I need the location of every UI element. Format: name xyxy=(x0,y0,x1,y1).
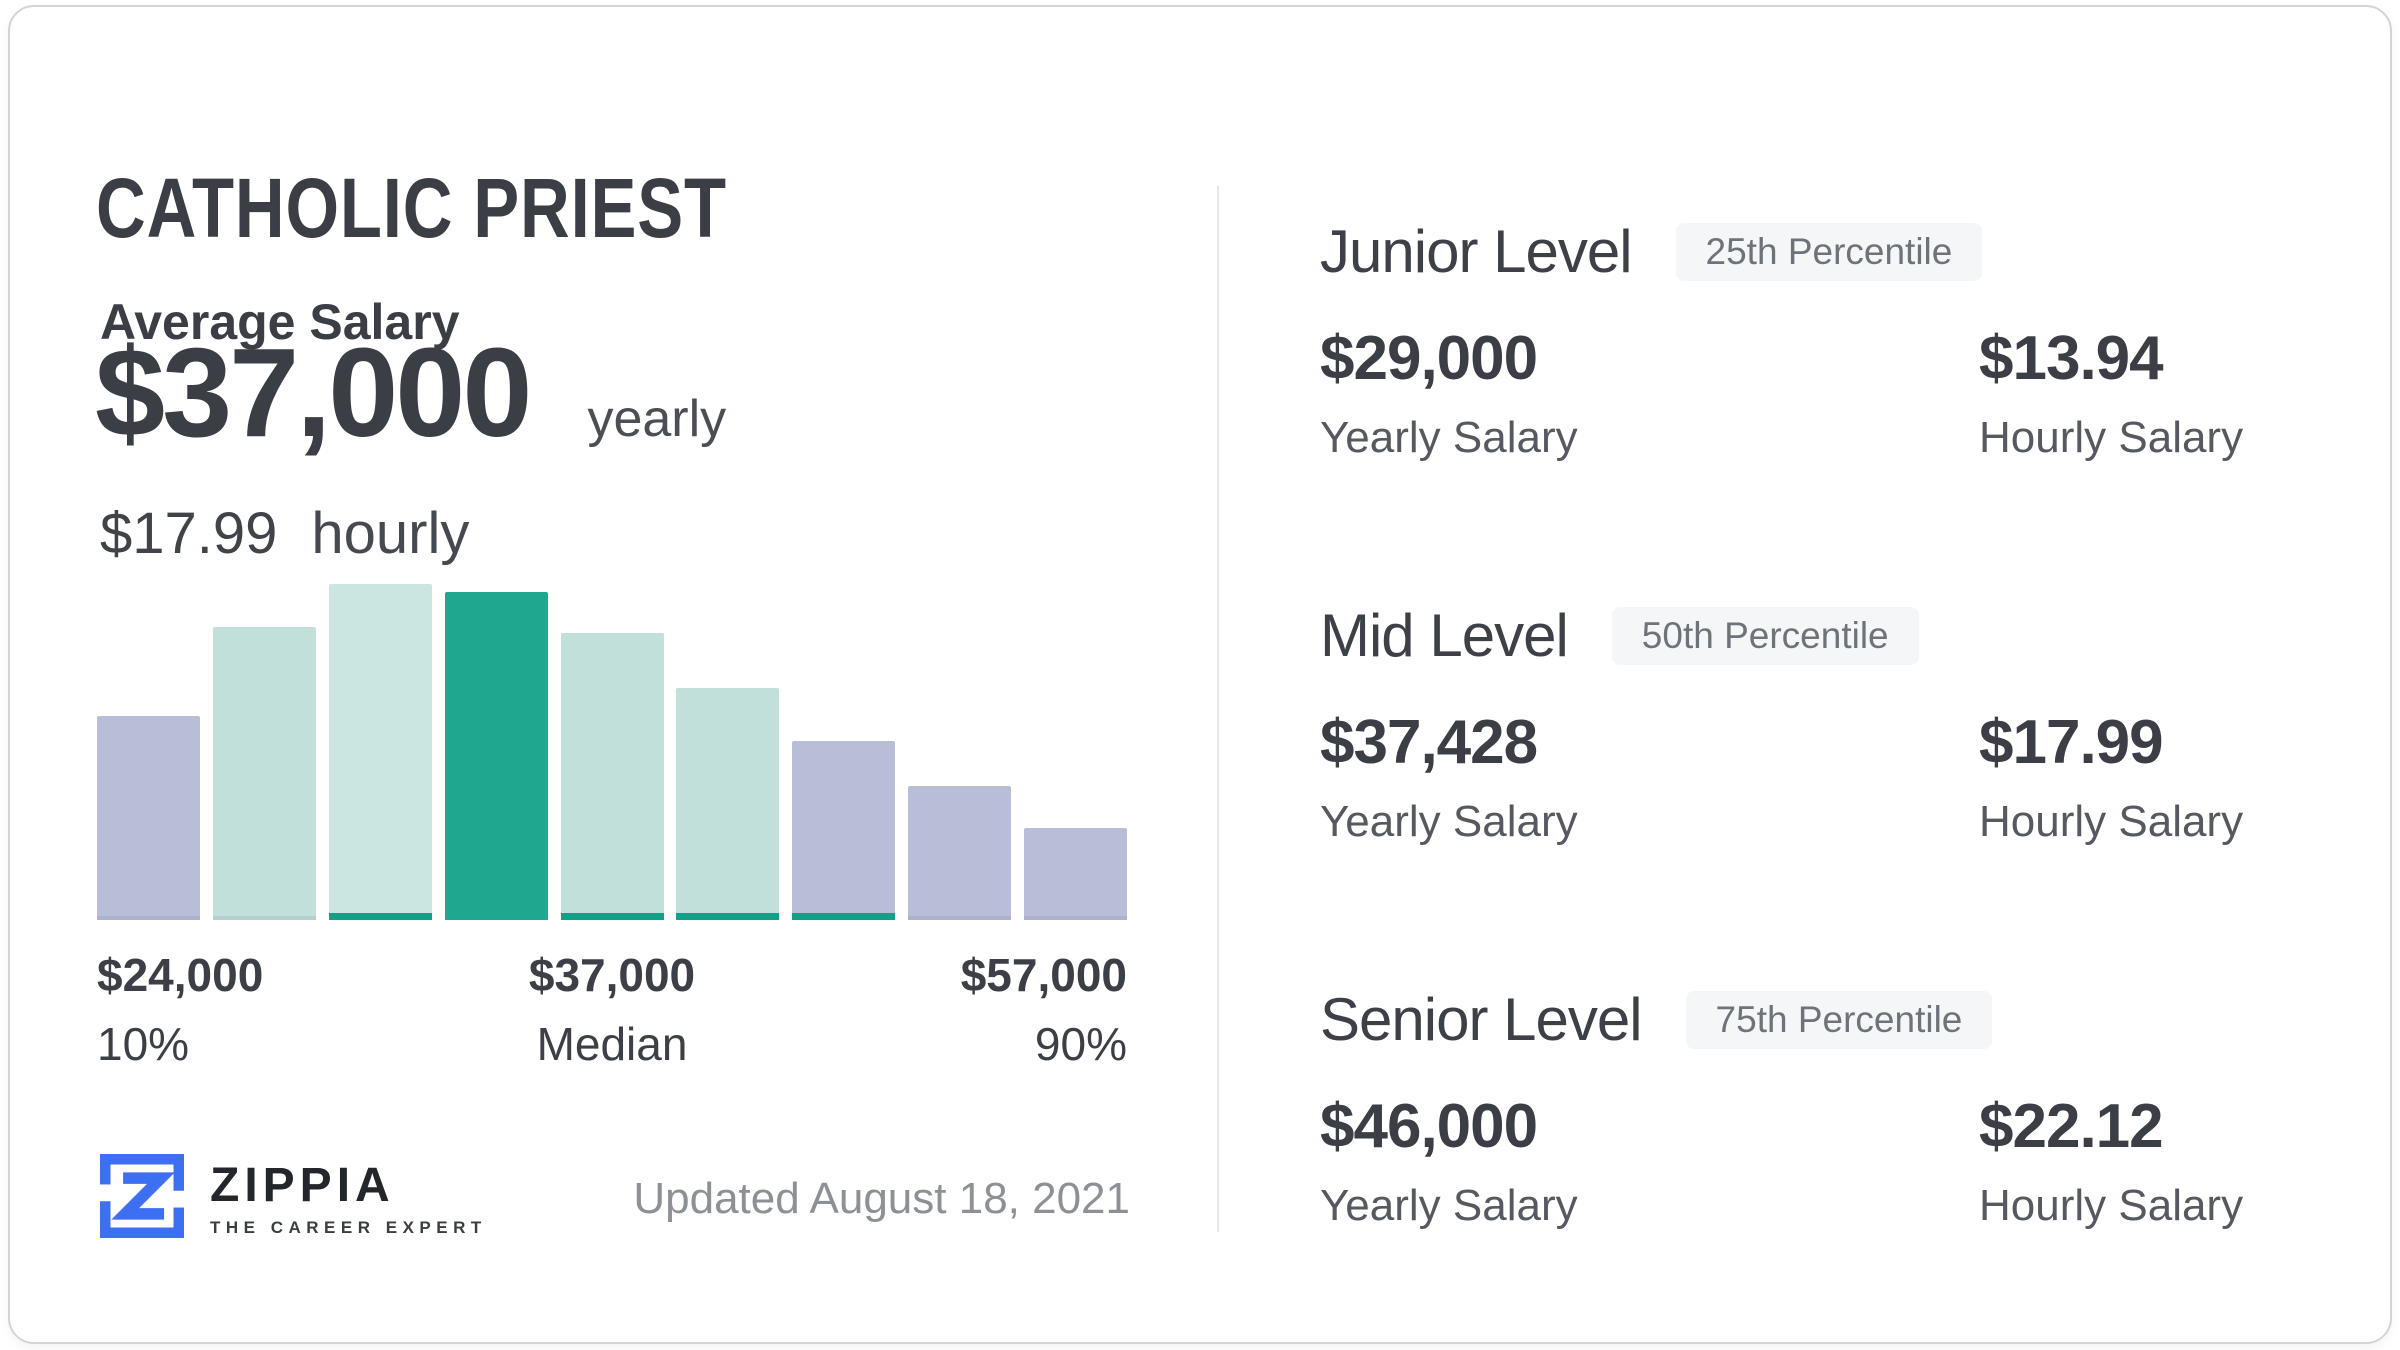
average-hourly-value: $17.99 xyxy=(100,501,278,566)
axis-label-median: Median xyxy=(536,1017,688,1070)
hourly-unit-label: hourly xyxy=(311,501,470,566)
histogram-bar xyxy=(792,741,896,920)
level-header: Senior Level 75th Percentile xyxy=(1320,988,2330,1052)
yearly-label: Yearly Salary xyxy=(1320,797,1578,846)
level-section-senior: Senior Level 75th Percentile $46,000 Yea… xyxy=(1320,988,2330,1230)
level-values-row: $46,000 Yearly Salary $22.12 Hourly Sala… xyxy=(1320,1094,2330,1230)
histogram-bar xyxy=(560,633,664,920)
histogram-bar xyxy=(676,688,780,920)
yearly-value: $37,428 xyxy=(1320,708,1538,777)
yearly-column: $37,428 Yearly Salary xyxy=(1320,710,1979,846)
yearly-unit-label: yearly xyxy=(587,390,727,448)
hourly-value: $22.12 xyxy=(1979,1092,2164,1161)
level-section-mid: Mid Level 50th Percentile $37,428 Yearly… xyxy=(1320,604,2330,846)
axis-label-90th: 90% xyxy=(1034,1017,1127,1070)
histogram-bar xyxy=(97,716,200,920)
histogram-bar xyxy=(908,786,1012,920)
vertical-divider xyxy=(1217,186,1219,1232)
axis-label-10th: 10% xyxy=(97,1017,190,1070)
page-title: CATHOLIC PRIEST xyxy=(96,161,727,256)
axis-marker-median: $37,000 Median xyxy=(529,950,695,1069)
salary-distribution-chart xyxy=(97,584,1127,920)
brand-tagline: THE CAREER EXPERT xyxy=(210,1217,487,1237)
average-salary-label: Average Salary xyxy=(100,294,460,350)
percentile-badge: 75th Percentile xyxy=(1685,990,1993,1050)
level-name: Junior Level xyxy=(1320,218,1633,285)
level-section-junior: Junior Level 25th Percentile $29,000 Yea… xyxy=(1320,220,2330,462)
yearly-label: Yearly Salary xyxy=(1320,413,1578,462)
axis-marker-90th: $57,000 90% xyxy=(695,950,1127,1069)
level-header: Mid Level 50th Percentile xyxy=(1320,604,2330,668)
hourly-column: $13.94 Hourly Salary xyxy=(1979,326,2330,462)
axis-value-median: $37,000 xyxy=(528,949,696,1001)
average-yearly-row: $37,000 yearly xyxy=(95,322,727,463)
level-values-row: $37,428 Yearly Salary $17.99 Hourly Sala… xyxy=(1320,710,2330,846)
zippia-z-icon xyxy=(100,1154,184,1243)
chart-axis-labels: $24,000 10% $37,000 Median $57,000 90% xyxy=(97,950,1127,1069)
percentile-badge: 50th Percentile xyxy=(1611,606,1919,666)
brand-text: ZIPPIA THE CAREER EXPERT xyxy=(210,1158,487,1237)
zippia-logo[interactable]: ZIPPIA THE CAREER EXPERT xyxy=(100,1154,487,1243)
updated-date: Updated August 18, 2021 xyxy=(633,1173,1130,1223)
hourly-column: $22.12 Hourly Salary xyxy=(1979,1094,2330,1230)
yearly-column: $46,000 Yearly Salary xyxy=(1320,1094,1979,1230)
yearly-label: Yearly Salary xyxy=(1320,1181,1578,1230)
axis-value-10th: $24,000 xyxy=(97,949,264,1001)
footer: ZIPPIA THE CAREER EXPERT Updated August … xyxy=(100,1154,1130,1243)
hourly-value: $13.94 xyxy=(1979,324,2164,393)
percentile-levels: Junior Level 25th Percentile $29,000 Yea… xyxy=(1320,0,2330,1350)
level-name: Mid Level xyxy=(1320,602,1569,669)
histogram-bar xyxy=(1024,828,1127,920)
histogram-bar xyxy=(212,627,316,920)
histogram-bar xyxy=(328,584,432,920)
level-name: Senior Level xyxy=(1320,986,1643,1053)
hourly-value: $17.99 xyxy=(1979,708,2164,777)
level-header: Junior Level 25th Percentile xyxy=(1320,220,2330,284)
hourly-label: Hourly Salary xyxy=(1979,1181,2244,1230)
hourly-label: Hourly Salary xyxy=(1979,797,2244,846)
hourly-label: Hourly Salary xyxy=(1979,413,2244,462)
brand-name: ZIPPIA xyxy=(210,1158,395,1212)
axis-marker-10th: $24,000 10% xyxy=(97,950,529,1069)
axis-value-90th: $57,000 xyxy=(960,949,1127,1001)
yearly-value: $29,000 xyxy=(1320,324,1538,393)
yearly-value: $46,000 xyxy=(1320,1092,1538,1161)
hourly-column: $17.99 Hourly Salary xyxy=(1979,710,2330,846)
average-hourly-row: $17.99 hourly xyxy=(100,500,469,567)
percentile-badge: 25th Percentile xyxy=(1675,222,1983,282)
level-values-row: $29,000 Yearly Salary $13.94 Hourly Sala… xyxy=(1320,326,2330,462)
histogram-bar xyxy=(444,592,548,920)
yearly-column: $29,000 Yearly Salary xyxy=(1320,326,1979,462)
average-yearly-value: $37,000 xyxy=(95,322,532,463)
